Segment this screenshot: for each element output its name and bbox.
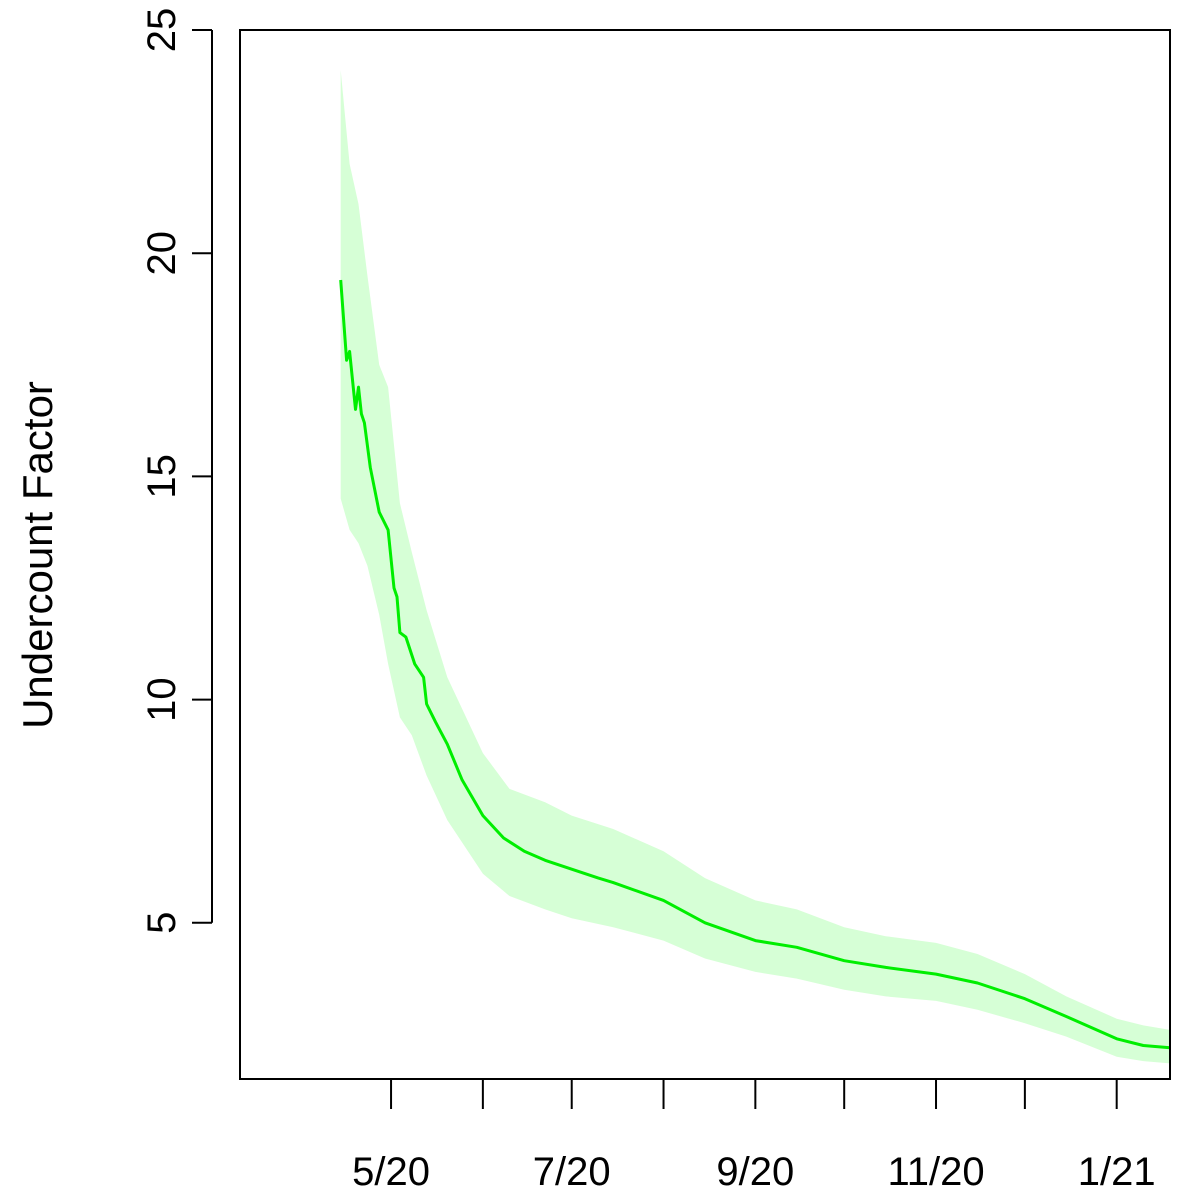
y-tick-label: 10 — [140, 677, 184, 722]
y-axis: 5 10 15 20 25 — [140, 8, 213, 934]
x-tick-label: 7/20 — [533, 1150, 611, 1194]
x-tick-label: 1/21 — [1078, 1150, 1156, 1194]
y-tick-label: 15 — [140, 454, 184, 499]
x-tick-label: 9/20 — [716, 1150, 794, 1194]
y-axis-title: Undercount Factor — [14, 381, 61, 729]
x-tick-label: 5/20 — [352, 1150, 430, 1194]
plot-area — [339, 70, 1171, 1064]
undercount-line — [339, 279, 1171, 1050]
y-tick-label: 5 — [140, 912, 184, 934]
y-tick-label: 25 — [140, 8, 184, 53]
x-tick-label: 11/20 — [887, 1150, 984, 1194]
x-axis: 5/20 7/20 9/20 11/20 1/21 — [352, 1078, 1156, 1194]
confidence-band — [340, 70, 1170, 1064]
y-tick-label: 20 — [140, 231, 184, 275]
